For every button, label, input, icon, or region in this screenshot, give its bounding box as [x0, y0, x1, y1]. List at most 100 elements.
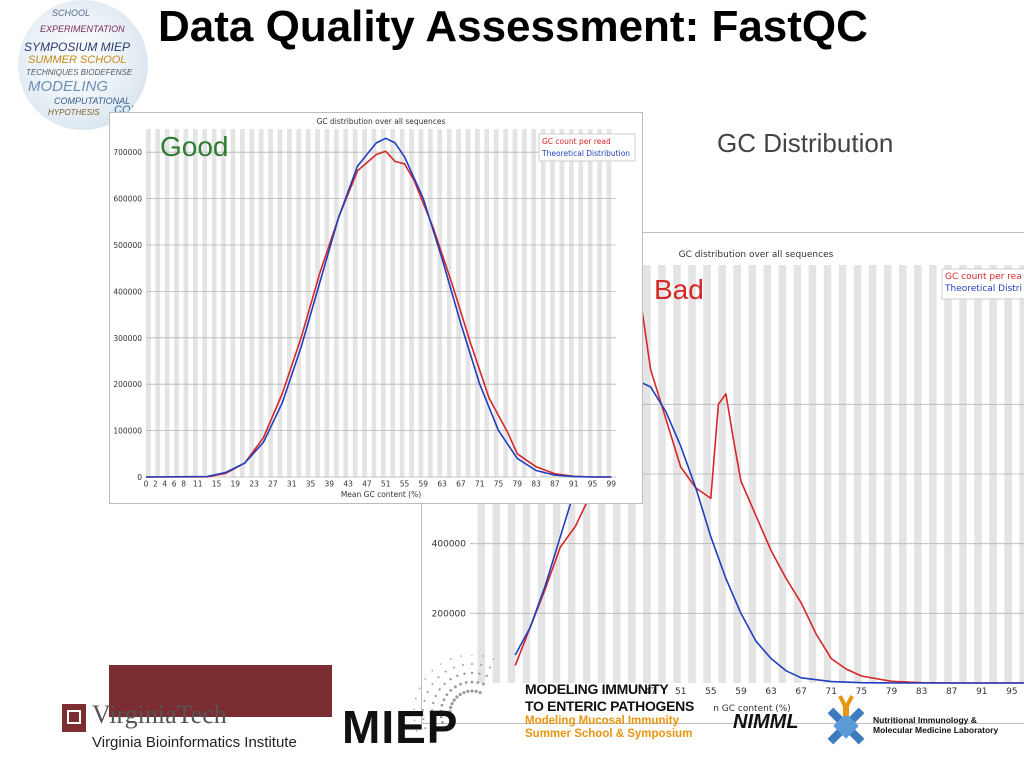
x-tick-label: 51: [675, 687, 686, 697]
x-tick-label: 47: [362, 480, 372, 489]
grid-stripe: [569, 129, 574, 477]
x-tick-label: 55: [705, 687, 716, 697]
x-tick-label: 23: [249, 480, 259, 489]
miep-dot: [464, 681, 468, 684]
y-tick-label: 200000: [113, 380, 142, 389]
x-tick-label: 4: [162, 480, 167, 489]
miep-dot: [470, 689, 474, 693]
miep-dot: [448, 714, 452, 718]
x-tick-label: 8: [181, 480, 186, 489]
grid-stripe: [606, 129, 612, 477]
badge-word: SYMPOSIUM MIEP: [24, 40, 131, 54]
grid-stripe: [240, 129, 245, 477]
y-tick-label: 100000: [113, 427, 142, 436]
x-tick-label: 79: [513, 480, 523, 489]
grid-stripe: [146, 129, 151, 477]
miep-dot: [424, 678, 426, 680]
badge-word: COMPUTATIONAL: [54, 96, 131, 106]
miep-dot: [426, 691, 429, 694]
miep-dot: [453, 685, 457, 689]
grid-stripe: [559, 129, 565, 477]
grid-stripe: [550, 129, 555, 477]
grid-stripe: [324, 129, 330, 477]
miep-dot: [482, 682, 485, 686]
grid-stripe: [296, 129, 302, 477]
grid-stripe: [399, 129, 405, 477]
x-tick-label: 83: [916, 687, 927, 697]
grid-stripe: [211, 129, 217, 477]
grid-stripe: [287, 129, 292, 477]
chart-title: GC distribution over all sequences: [679, 250, 834, 260]
y-tick-label: 300000: [113, 334, 142, 343]
miep-dot: [449, 678, 452, 681]
grid-stripe: [484, 129, 490, 477]
nimml-sub-2: Molecular Medicine Laboratory: [873, 725, 999, 735]
grid-stripe: [268, 129, 273, 477]
grid-stripe: [277, 129, 283, 477]
x-tick-label: 59: [419, 480, 429, 489]
section-title: GC Distribution: [717, 128, 894, 158]
badge-word: SUMMER SCHOOL: [28, 54, 127, 66]
miep-dot: [437, 676, 440, 679]
x-tick-label: 27: [268, 480, 278, 489]
miep-dot: [438, 688, 441, 691]
grid-stripe: [503, 129, 508, 477]
grid-stripe: [512, 129, 518, 477]
x-tick-label: 47: [645, 687, 656, 697]
x-tick-label: 91: [569, 480, 579, 489]
x-tick-label: 99: [607, 480, 617, 489]
miep-dot: [444, 670, 447, 673]
miep-dot: [449, 689, 453, 692]
x-tick-label: 63: [437, 480, 447, 489]
grid-stripe: [362, 129, 367, 477]
x-tick-label: 95: [1006, 687, 1017, 697]
x-tick-label: 0: [144, 480, 149, 489]
grid-stripe: [465, 129, 471, 477]
grid-stripe: [587, 129, 593, 477]
badge-word: MODELING: [28, 78, 109, 95]
good-gc-chart: 0 100000 200000 300000 400000 500000 600000 700…: [113, 117, 636, 499]
x-tick-label: 67: [795, 687, 806, 697]
grid-stripe: [597, 129, 602, 477]
legend-box: [941, 268, 1024, 300]
x-tick-label: 87: [550, 480, 560, 489]
miep-dot: [463, 672, 466, 675]
miep-dot: [452, 666, 455, 669]
virginia-tech-name: VirginiaTech: [92, 700, 227, 729]
miep-dot: [478, 690, 482, 695]
x-tick-label: 95: [588, 480, 598, 489]
miep-dots-icon: [413, 655, 495, 732]
miep-dot: [434, 694, 438, 698]
x-tick-label: 75: [856, 687, 867, 697]
grid-stripe: [371, 129, 377, 477]
y-tick-label: 0: [137, 473, 142, 482]
miep-dot: [455, 695, 459, 699]
miep-dot: [422, 708, 425, 711]
miep-dot: [432, 701, 435, 705]
x-tick-label: 19: [231, 480, 241, 489]
miep-logo: MIEP: [342, 701, 459, 753]
x-tick-label: 11: [193, 480, 203, 489]
grid-stripe: [221, 129, 226, 477]
miep-dot: [416, 730, 418, 732]
miep-dot: [471, 663, 473, 665]
miep-dot: [474, 689, 478, 693]
miep-dot: [431, 716, 434, 720]
miep-line-1: MODELING IMMUNITY: [525, 681, 669, 697]
chart-title: GC distribution over all sequences: [317, 117, 446, 126]
x-tick-label: 79: [886, 687, 898, 697]
grid-stripe: [446, 129, 452, 477]
x-tick-label: 63: [765, 687, 776, 697]
x-tick-label: 31: [287, 480, 297, 489]
miep-line-2: TO ENTERIC PATHOGENS: [525, 698, 695, 714]
grid-stripe: [343, 129, 349, 477]
x-tick-label: 83: [531, 480, 541, 489]
legend-entry: Theoretical Distribution: [541, 149, 630, 158]
x-tick-label: 2: [153, 480, 158, 489]
miep-dot: [470, 680, 474, 684]
x-tick-label: 91: [976, 687, 987, 697]
grid-stripe: [249, 129, 255, 477]
grid-stripe: [183, 129, 189, 477]
miep-dot: [440, 703, 444, 707]
miep-dot: [492, 658, 495, 660]
